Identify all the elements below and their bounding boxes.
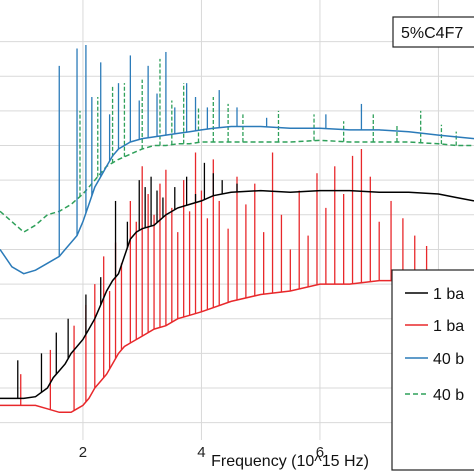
series-line [0,189,474,400]
legend-label-3: 40 b [433,351,464,368]
annotation-label: 5%C4F7 [401,25,463,42]
legend-label-4: 40 b [433,387,464,404]
x-tick-label: 2 [79,444,87,461]
series-3 [0,45,474,275]
x-axis-title: Frequency (10^15 Hz) [211,453,369,470]
series-line [0,125,474,275]
series-layer [0,45,474,414]
legend: 1 ba 1 ba 40 b 40 b [391,269,474,471]
legend-label-2: 1 ba [433,318,464,335]
annotation-frame [392,16,474,48]
annotation-box: 5%C4F7 [392,16,474,48]
x-tick-label: 6 [316,444,324,461]
x-tick-label: 4 [197,444,205,461]
legend-label-1: 1 ba [433,286,464,303]
series-1 [0,162,474,400]
series-line [0,276,474,414]
legend-frame [391,269,474,471]
